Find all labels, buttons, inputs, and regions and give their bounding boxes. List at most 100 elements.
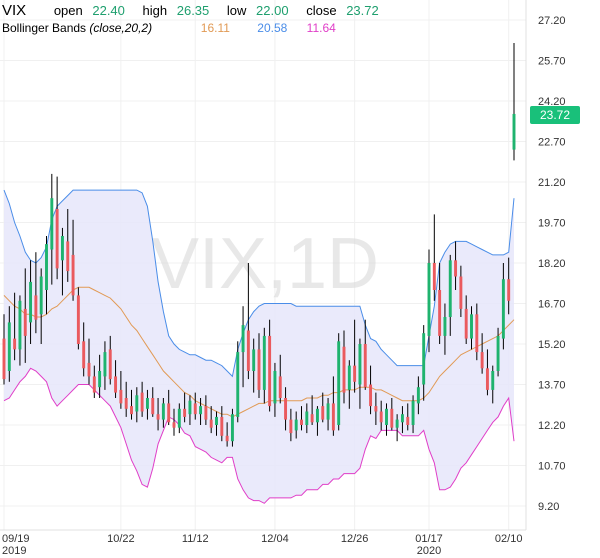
candle-body	[140, 392, 144, 412]
price-tick-label: 15.20	[538, 339, 566, 351]
candle-body	[204, 406, 208, 420]
candle-body	[422, 333, 426, 385]
candle-body	[45, 244, 48, 290]
candle-body	[119, 389, 123, 404]
candle-body	[443, 317, 447, 336]
candle-body	[262, 335, 266, 390]
bb-lower-value: 11.64	[306, 21, 336, 35]
close-label: close	[306, 3, 337, 18]
candle-body	[76, 295, 80, 344]
candle-body	[268, 335, 272, 407]
candle-body	[103, 352, 107, 377]
candle-body	[145, 398, 149, 409]
candle-body	[156, 414, 160, 420]
candle-body	[501, 279, 505, 339]
date-tick-label: 02/10	[495, 533, 523, 545]
candle-body	[177, 408, 181, 428]
candle-body	[167, 403, 171, 423]
candle-body	[512, 113, 516, 150]
candle-body	[491, 371, 495, 390]
candle-body	[246, 330, 250, 371]
candle-body	[485, 368, 489, 390]
candle-body	[310, 414, 314, 423]
candle-body	[331, 403, 335, 431]
candle-body	[400, 414, 404, 423]
candle-body	[199, 406, 203, 415]
candle-body	[82, 341, 86, 369]
price-tick-label: 16.70	[538, 299, 566, 311]
symbol-label[interactable]: VIX	[2, 2, 27, 19]
date-tick-label: 09/19	[2, 533, 30, 545]
candle-body	[305, 411, 309, 425]
candle-body	[395, 419, 399, 428]
candle-body	[188, 400, 192, 415]
bollinger-middle-band	[3, 286, 515, 418]
open-value: 22.40	[92, 3, 125, 18]
candle-body	[475, 314, 479, 353]
date-tick-label: 12/26	[341, 533, 369, 545]
candle-body	[108, 349, 112, 380]
candle-body	[236, 352, 240, 417]
high-value: 26.35	[176, 3, 210, 18]
candle-body	[18, 300, 22, 350]
candle-body	[448, 260, 452, 317]
candle-body	[220, 416, 224, 436]
candle-body	[363, 344, 367, 388]
price-tick-label: 9.20	[538, 501, 559, 513]
candle-body	[23, 308, 27, 336]
candle-body	[273, 371, 277, 404]
candle-body	[7, 322, 11, 371]
price-axis[interactable]: 27.20 25.70 24.20 22.70 21.20 19.70 18.20 16.70…	[538, 15, 566, 513]
candle-body	[432, 263, 436, 290]
candle-body	[326, 403, 330, 420]
close-value: 23.72	[346, 3, 379, 18]
candle-body	[29, 281, 33, 323]
candle-body	[459, 276, 463, 309]
candle-body	[50, 198, 54, 250]
ohlc-legend: VIX open 22.40 high 26.35 low 22.00 clos…	[2, 2, 379, 19]
candle-body	[416, 387, 420, 404]
candle-body	[39, 276, 43, 315]
price-tick-label: 24.20	[538, 96, 566, 108]
price-tick-label: 18.20	[538, 258, 566, 270]
candle-body	[411, 400, 415, 425]
date-tick-label: 11/12	[182, 533, 209, 545]
price-tick-label: 13.70	[538, 380, 566, 392]
candle-body	[289, 419, 293, 434]
candle-body	[284, 398, 288, 420]
price-tick-label: 19.70	[538, 218, 566, 230]
candle-body	[98, 371, 102, 388]
candle-body	[161, 403, 165, 420]
candle-body	[374, 406, 378, 412]
price-tick-label: 12.20	[538, 420, 566, 432]
candle-body	[321, 406, 325, 420]
candle-body	[300, 419, 303, 425]
watermark: VIX,1D	[151, 224, 379, 304]
candle-body	[353, 365, 357, 382]
candle-body	[315, 408, 319, 423]
candle-body	[385, 408, 388, 425]
candle-body	[172, 422, 176, 428]
price-tick-label: 21.20	[538, 177, 566, 189]
last-price-badge: 23.72	[530, 106, 580, 124]
price-tick-label: 27.20	[538, 15, 566, 27]
indicator-legend[interactable]: Bollinger Bands (close,20,2) 16.11 20.58…	[2, 21, 336, 35]
candle-body	[347, 365, 351, 390]
indicator-name: Bollinger Bands	[2, 21, 87, 35]
candle-body	[470, 314, 473, 339]
candle-body	[358, 344, 362, 385]
candle-body	[13, 338, 17, 350]
price-tick-label: 10.70	[538, 461, 566, 473]
candle-body	[151, 398, 155, 415]
candle-body	[252, 349, 256, 371]
chart-header: VIX open 22.40 high 26.35 low 22.00 clos…	[0, 0, 400, 40]
low-value: 22.00	[256, 3, 289, 18]
date-tick-label: 10/22	[107, 533, 135, 545]
candle-body	[124, 398, 128, 409]
open-label: open	[53, 3, 83, 18]
candle-body	[507, 279, 511, 301]
candle-body	[225, 435, 229, 442]
indicator-params: (close,20,2)	[89, 21, 153, 35]
